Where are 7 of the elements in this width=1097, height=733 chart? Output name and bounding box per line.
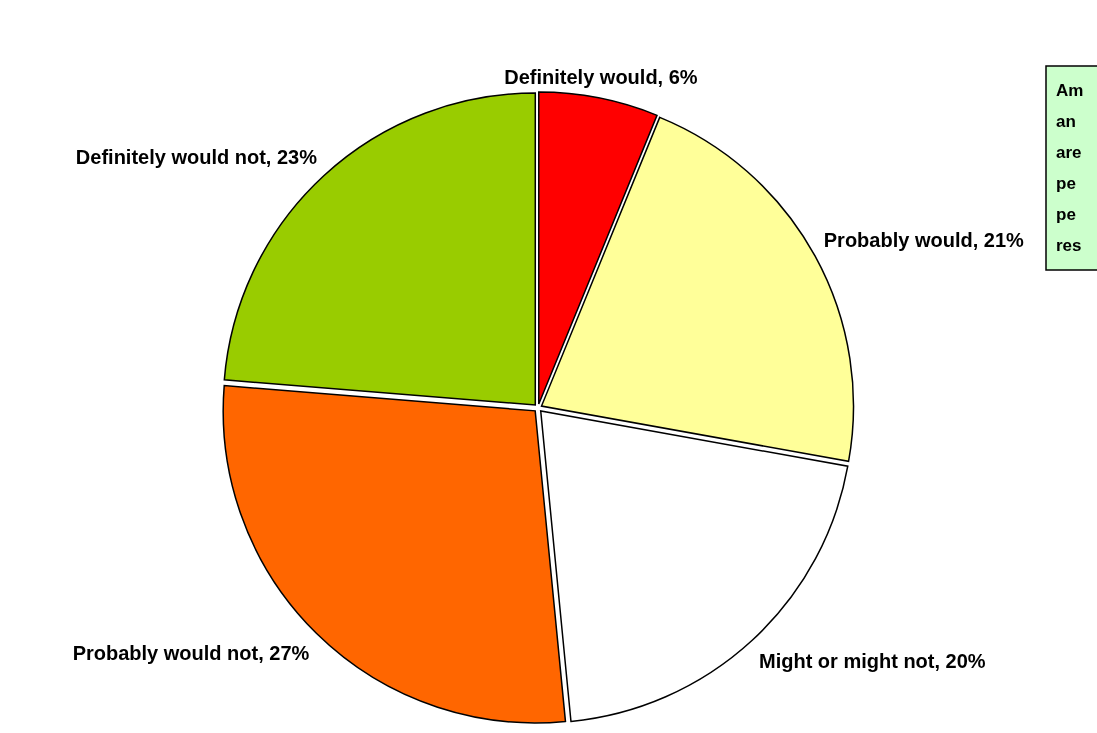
slice-label: Might or might not, 20% <box>759 649 986 672</box>
slice-label: Definitely would, 6% <box>504 66 698 89</box>
slice-label: Probably would not, 27% <box>72 642 310 665</box>
slice-label: Definitely would not, 23% <box>75 146 318 169</box>
text: Am an are pe pe res <box>1056 81 1084 255</box>
pie-slice <box>222 384 567 724</box>
slice-label: Probably would, 21% <box>823 229 1025 252</box>
